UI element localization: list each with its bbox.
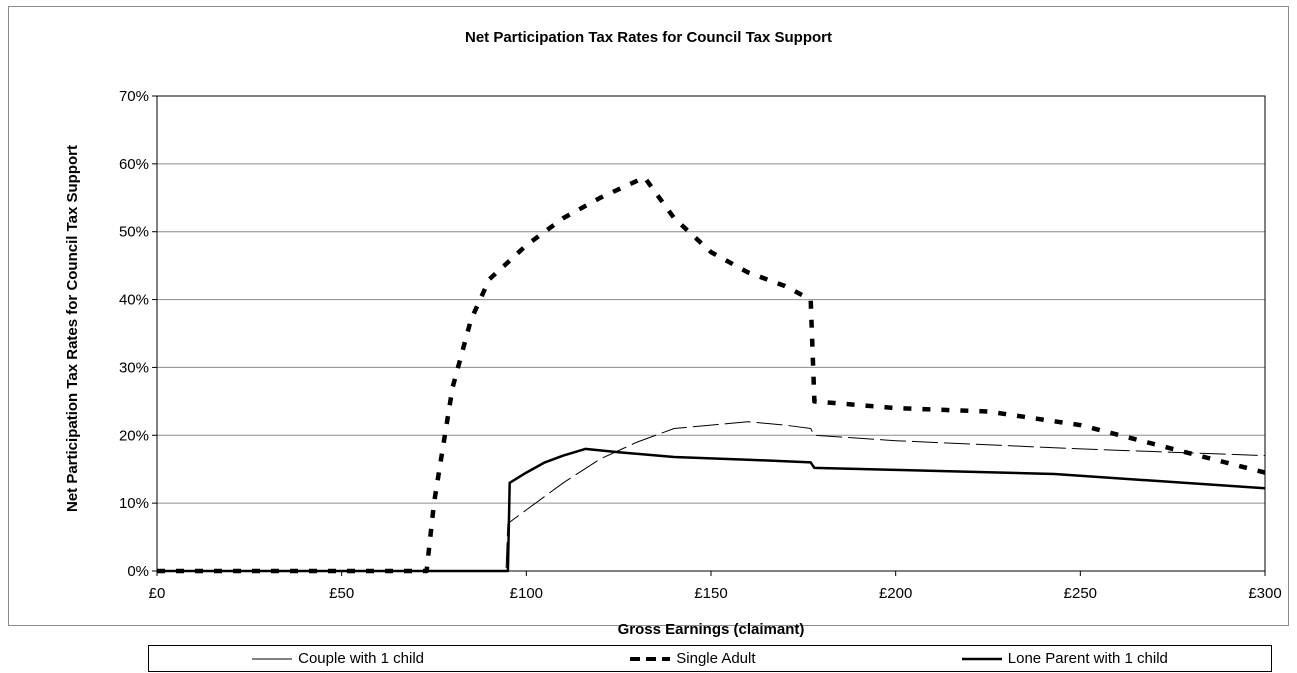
y-axis-label: Net Participation Tax Rates for Council … xyxy=(64,145,81,512)
x-axis-ticks: £0 £50 £100 £150 £200 £250 £300 xyxy=(149,571,1282,602)
y-tick-label: 60% xyxy=(119,156,149,173)
legend: Couple with 1 child Single Adult Lone Pa… xyxy=(148,645,1272,672)
y-tick-label: 70% xyxy=(119,88,149,105)
legend-label-couple: Couple with 1 child xyxy=(298,650,425,667)
y-tick-label: 50% xyxy=(119,224,149,241)
series-line-1 xyxy=(157,175,1266,574)
x-axis-label: Gross Earnings (claimant) xyxy=(618,621,805,638)
series-line-0 xyxy=(157,421,1266,572)
y-tick-label: 30% xyxy=(119,359,149,376)
y-tick-label: 0% xyxy=(127,563,149,580)
chart-title: Net Participation Tax Rates for Council … xyxy=(465,29,832,46)
legend-swatch-lone-parent xyxy=(961,657,1002,660)
x-tick-label: £200 xyxy=(879,585,912,602)
x-tick-label: £300 xyxy=(1248,585,1281,602)
legend-item-couple: Couple with 1 child xyxy=(252,650,424,667)
legend-item-lone-parent: Lone Parent with 1 child xyxy=(961,650,1168,667)
legend-label-lone-parent: Lone Parent with 1 child xyxy=(1007,650,1168,667)
legend-label-single: Single Adult xyxy=(676,650,756,667)
y-tick-label: 10% xyxy=(119,495,149,512)
series-line-2 xyxy=(157,447,1266,573)
y-tick-label: 20% xyxy=(119,427,149,444)
y-axis-ticks: 0% 10% 20% 30% 40% 50% 60% 70% xyxy=(119,88,157,580)
gridlines xyxy=(157,95,1265,504)
y-tick-label: 40% xyxy=(119,292,149,309)
legend-swatch-couple xyxy=(252,658,293,659)
x-tick-label: £250 xyxy=(1064,585,1097,602)
legend-item-single: Single Adult xyxy=(630,650,756,667)
series-lines xyxy=(157,175,1266,574)
x-tick-label: £0 xyxy=(149,585,166,602)
legend-swatch-single xyxy=(630,656,671,661)
plot-area xyxy=(156,95,1266,572)
chart-frame xyxy=(8,6,1289,626)
x-tick-label: £50 xyxy=(329,585,354,602)
x-tick-label: £150 xyxy=(694,585,727,602)
x-tick-label: £100 xyxy=(510,585,543,602)
